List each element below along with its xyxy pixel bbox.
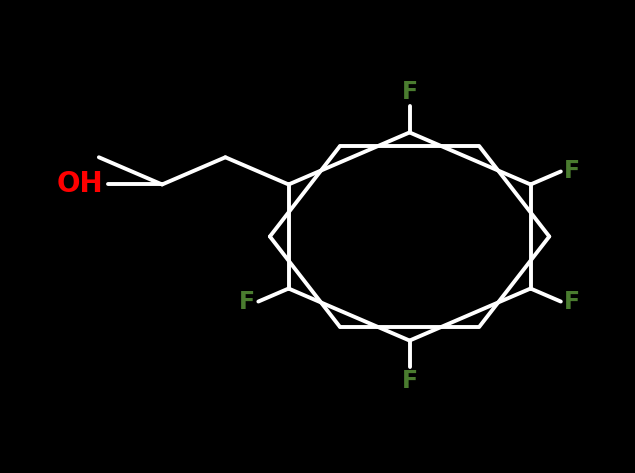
Text: F: F [401, 369, 418, 393]
Text: F: F [239, 289, 255, 314]
Text: OH: OH [57, 170, 103, 199]
Text: F: F [401, 80, 418, 104]
Text: F: F [564, 289, 580, 314]
Text: F: F [564, 159, 580, 184]
